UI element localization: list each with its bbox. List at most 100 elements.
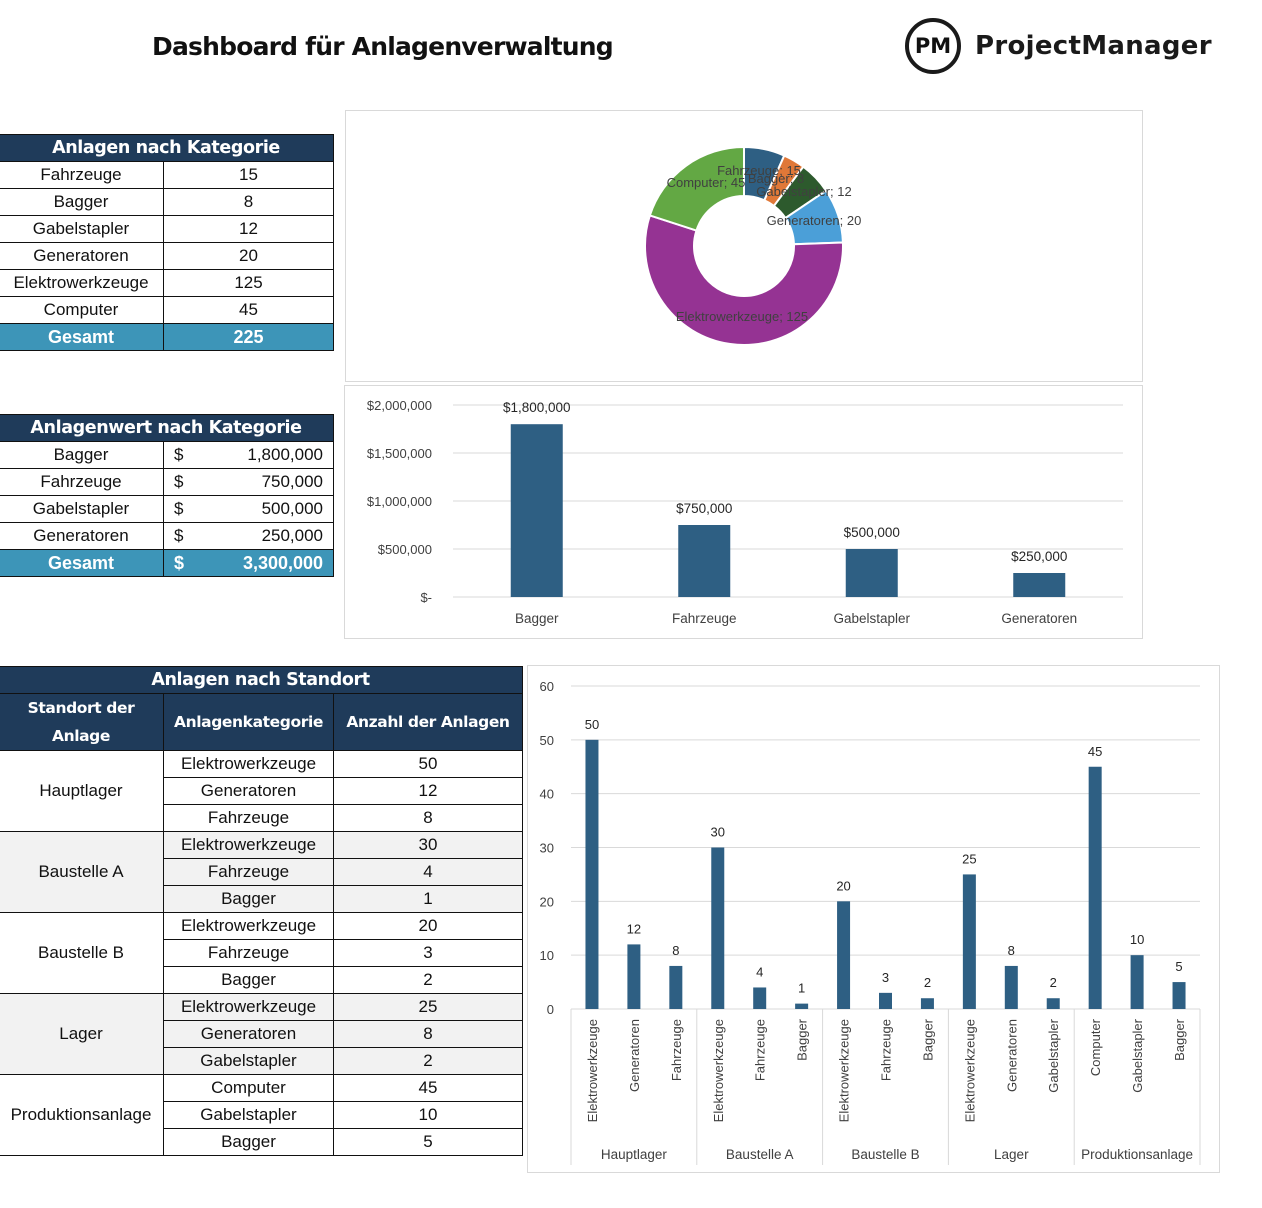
count-cell: 45: [163, 296, 334, 324]
table-row: Gabelstapler $500,000: [0, 495, 335, 523]
amount: 1,800,000: [247, 445, 324, 464]
count-cell: 2: [332, 1047, 524, 1075]
group-label: Baustelle B: [851, 1147, 919, 1162]
x-tick-label: Fahrzeuge: [669, 1019, 684, 1081]
bar-data-label: $250,000: [1011, 549, 1067, 564]
bar: [753, 987, 767, 1009]
bar-data-label: $750,000: [676, 501, 732, 516]
bar-data-label: 45: [1088, 744, 1102, 759]
x-tick-label: Elektrowerkzeuge: [711, 1019, 726, 1122]
bar: [627, 944, 641, 1009]
table-row: Generatoren 12: [0, 777, 524, 805]
table-row: Generatoren 8: [0, 1020, 524, 1048]
category-cell: Elektrowerkzeuge: [163, 912, 334, 940]
table-row: Computer 45: [0, 296, 334, 324]
bar: [920, 998, 934, 1009]
count-cell: 25: [332, 993, 524, 1021]
category-cell: Bagger: [163, 885, 334, 913]
donut-data-label: Computer; 45: [667, 175, 746, 190]
location-group: Baustelle A Elektrowerkzeuge 30 Fahrzeuge 4…: [0, 831, 524, 913]
table-row: Generatoren $250,000: [0, 522, 335, 550]
table-title: Anlagenwert nach Kategorie: [0, 414, 335, 442]
x-tick-label: Bagger: [795, 1018, 810, 1061]
table-row: Fahrzeuge 15: [0, 161, 334, 189]
bar: [845, 549, 898, 597]
category-cell: Gabelstapler: [163, 1101, 334, 1129]
bar: [585, 739, 599, 1009]
bar: [1172, 982, 1186, 1009]
value-by-category-table: Anlagenwert nach Kategorie Bagger $1,800,…: [0, 414, 335, 577]
bar: [1088, 766, 1102, 1009]
table-row: Fahrzeuge 4: [0, 858, 524, 886]
count-cell: 2: [332, 966, 524, 994]
x-tick-label: Generatoren: [627, 1019, 642, 1092]
bar-data-label: 50: [585, 717, 599, 732]
category-cell: Gabelstapler: [163, 1047, 334, 1075]
bar: [1130, 955, 1144, 1009]
bar-data-label: 30: [711, 825, 725, 840]
y-tick-label: 50: [540, 733, 554, 748]
total-row: Gesamt $3,300,000: [0, 549, 335, 577]
count-cell: 15: [163, 161, 334, 189]
y-tick-label: 40: [540, 787, 554, 802]
count-cell: 20: [332, 912, 524, 940]
y-tick-label: $1,500,000: [367, 446, 432, 461]
bar-data-label: 25: [962, 851, 976, 866]
value-bar-chart-panel: $- $500,000 $1,000,000 $1,500,000 $2,000,000…: [344, 385, 1143, 639]
table-row: Fahrzeuge $750,000: [0, 468, 335, 496]
category-cell: Elektrowerkzeuge: [163, 750, 334, 778]
category-cell: Gabelstapler: [0, 495, 164, 523]
x-tick-label: Fahrzeuge: [753, 1019, 768, 1081]
x-tick-label: Generatoren: [1004, 1019, 1019, 1092]
value-bar-chart: $- $500,000 $1,000,000 $1,500,000 $2,000,000…: [367, 398, 1123, 626]
total-value-cell: $3,300,000: [162, 549, 335, 577]
donut-slice: [644, 214, 844, 346]
bar-data-label: 1: [798, 981, 805, 996]
donut-data-label: Elektrowerkzeuge; 125: [676, 309, 808, 324]
bar-data-label: 12: [627, 921, 641, 936]
projectmanager-logo: PM ProjectManager: [905, 18, 1212, 74]
amount: 750,000: [261, 472, 324, 491]
bar: [795, 1003, 809, 1009]
total-amount: 3,300,000: [242, 552, 324, 573]
currency-symbol: $: [174, 526, 184, 545]
bar-data-label: 5: [1175, 959, 1182, 974]
y-tick-label: $-: [420, 590, 432, 605]
column-header-count: Anzahl der Anlagen: [332, 693, 524, 751]
assets-by-category-table: Anlagen nach Kategorie Fahrzeuge 15 Bagge…: [0, 134, 334, 351]
total-label: Gesamt: [0, 323, 164, 351]
x-tick-label: Gabelstapler: [1130, 1018, 1145, 1092]
table-row: Lager Elektrowerkzeuge 25: [0, 993, 524, 1075]
location-group: Baustelle B Elektrowerkzeuge 20 Fahrzeuge 3…: [0, 912, 524, 994]
y-tick-label: 0: [547, 1002, 554, 1017]
count-cell: 1: [332, 885, 524, 913]
location-cell: Produktionsanlage: [0, 1074, 164, 1156]
bar-data-label: 3: [882, 970, 889, 985]
location-cell: Lager: [0, 993, 164, 1075]
count-cell: 12: [163, 215, 334, 243]
count-cell: 125: [163, 269, 334, 297]
bar-data-label: 2: [1050, 975, 1057, 990]
x-tick-label: Bagger: [515, 611, 559, 626]
column-header-category: Anlagenkategorie: [163, 693, 334, 751]
y-tick-label: $500,000: [378, 542, 432, 557]
bar-data-label: 8: [1008, 943, 1015, 958]
x-tick-label: Elektrowerkzeuge: [962, 1019, 977, 1122]
count-cell: 45: [332, 1074, 524, 1102]
donut-data-label: Gabelstapler; 12: [756, 184, 851, 199]
currency-symbol: $: [174, 472, 184, 491]
currency-symbol: $: [174, 445, 184, 464]
table-row: Bagger 2: [0, 966, 524, 994]
donut-chart-panel: Fahrzeuge; 15 Bagger; 8 Gabelstapler; 12 Ge…: [345, 110, 1143, 382]
count-cell: 20: [163, 242, 334, 270]
category-cell: Bagger: [163, 1128, 334, 1156]
column-header-location: Standort der Anlage: [0, 693, 164, 751]
category-cell: Generatoren: [163, 777, 334, 805]
table-row: Fahrzeuge 8: [0, 804, 524, 832]
count-cell: 5: [332, 1128, 524, 1156]
bar-data-label: 4: [756, 964, 763, 979]
table-row: Elektrowerkzeuge 125: [0, 269, 334, 297]
category-cell: Fahrzeuge: [163, 858, 334, 886]
bar-data-label: $500,000: [844, 525, 900, 540]
x-tick-label: Elektrowerkzeuge: [585, 1019, 600, 1122]
